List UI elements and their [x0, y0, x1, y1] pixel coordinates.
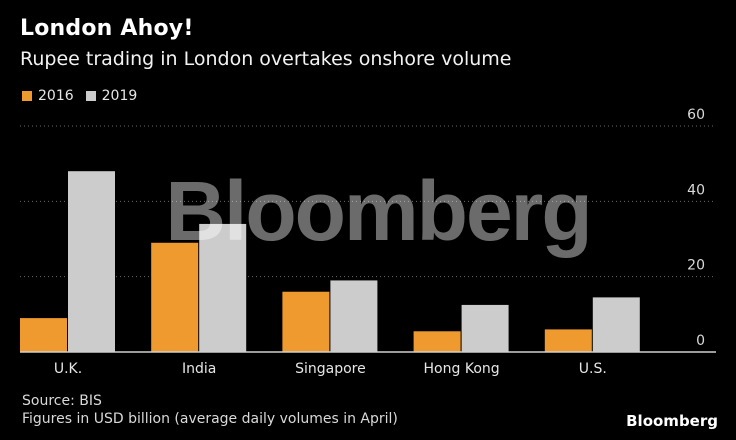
legend-label-2016: 2016 [38, 88, 74, 104]
y-tick-label: 60 [687, 107, 705, 123]
legend-swatch-2019 [85, 91, 96, 101]
bar-2016-u-k- [20, 318, 67, 352]
x-tick-label: Hong Kong [424, 361, 500, 377]
bar-2016-u-s- [544, 329, 592, 352]
bar-2016-hong-kong [413, 331, 461, 352]
bar-2019-u-k- [68, 171, 115, 352]
y-tick-label: 40 [687, 182, 705, 198]
chart-title: London Ahoy! [20, 16, 194, 41]
legend-item-2019: 2019 [85, 88, 138, 104]
y-tick-label: 20 [687, 258, 705, 274]
watermark: Bloomberg [165, 164, 590, 258]
brand-logo: Bloomberg [626, 412, 718, 430]
units-note: Figures in USD billion (average daily vo… [22, 411, 398, 427]
x-tick-label: U.K. [54, 361, 82, 377]
bar-2016-singapore [282, 291, 330, 352]
bar-2016-india [151, 242, 199, 352]
bar-2019-hong-kong [461, 304, 509, 352]
chart-subtitle: Rupee trading in London overtakes onshor… [20, 48, 512, 70]
legend: 2016 2019 [22, 88, 149, 104]
x-tick-label: U.S. [579, 361, 607, 377]
y-tick-label: 0 [696, 333, 705, 349]
legend-label-2019: 2019 [101, 88, 138, 104]
bar-2019-singapore [330, 280, 378, 352]
source-note: Source: BIS [22, 393, 102, 409]
legend-swatch-2016 [22, 91, 32, 101]
footer: Source: BIS Figures in USD billion (aver… [22, 392, 398, 428]
bar-2019-india [199, 223, 247, 352]
x-tick-label: Singapore [295, 361, 366, 377]
x-tick-label: India [182, 361, 216, 377]
bar-2019-u-s- [592, 297, 640, 352]
legend-item-2016: 2016 [22, 88, 74, 104]
